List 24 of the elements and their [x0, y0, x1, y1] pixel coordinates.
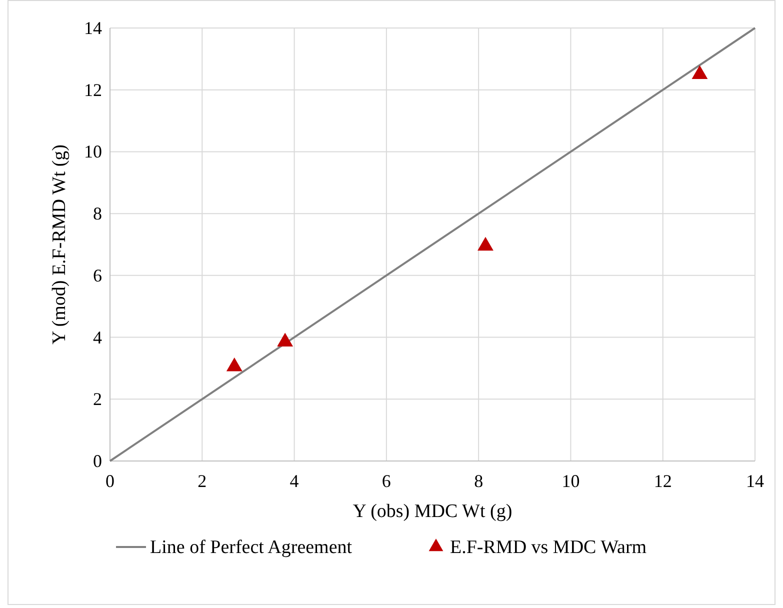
y-tick-label: 0 — [93, 451, 102, 471]
x-tick-label: 10 — [562, 471, 580, 491]
legend-label: E.F-RMD vs MDC Warm — [450, 537, 647, 558]
legend-label: Line of Perfect Agreement — [150, 537, 353, 558]
x-tick-label: 14 — [746, 471, 764, 491]
point — [226, 357, 242, 372]
point — [478, 236, 494, 251]
y-tick-label: 4 — [93, 327, 102, 348]
y-tick-label: 6 — [93, 265, 102, 286]
point — [692, 65, 708, 79]
x-tick-label: 12 — [654, 471, 672, 491]
x-tick-label: 0 — [106, 471, 114, 491]
x-tick-label: 4 — [290, 471, 299, 491]
y-tick-label: 12 — [84, 80, 102, 100]
y-tick-label: 10 — [84, 142, 102, 162]
point — [277, 332, 294, 347]
y-axis-title: Y (mod) E.F-RMD Wt (g) — [49, 144, 70, 345]
x-tick-label: 6 — [382, 471, 391, 491]
x-tick-label: 2 — [198, 471, 207, 491]
y-tick-label: 2 — [93, 389, 102, 410]
y-tick-label: 8 — [93, 204, 102, 224]
x-tick-label: 8 — [474, 471, 484, 491]
x-axis-title: Y (obs) MDC Wt (g) — [352, 501, 512, 522]
y-tick-label: 14 — [84, 18, 102, 38]
